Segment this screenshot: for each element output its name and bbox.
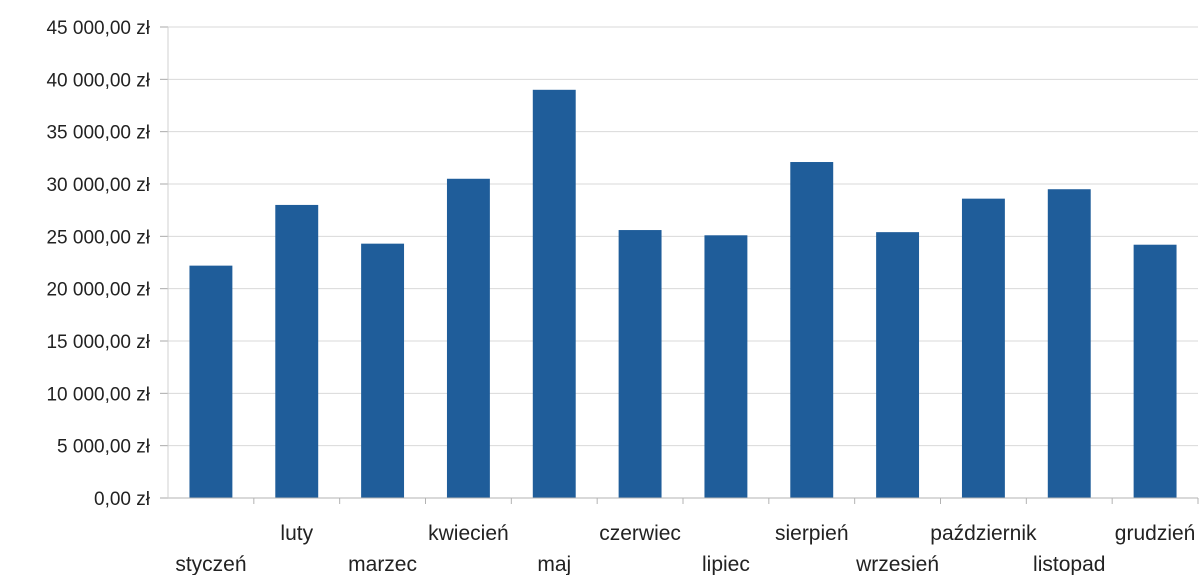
bar-sierpień (790, 162, 834, 498)
bar-czerwiec (618, 230, 662, 498)
y-tick-label: 45 000,00 zł (46, 18, 150, 39)
category-label: czerwiec (599, 522, 681, 545)
y-tick-label: 15 000,00 zł (46, 332, 150, 353)
category-label: marzec (348, 553, 417, 575)
bar-styczeń (189, 265, 233, 498)
bar-luty (275, 204, 319, 498)
category-label: grudzień (1115, 522, 1196, 545)
category-label: maj (537, 553, 571, 575)
category-label: lipiec (702, 553, 750, 575)
y-tick-label: 35 000,00 zł (46, 123, 150, 144)
bar-listopad (1047, 189, 1091, 498)
y-tick-label: 40 000,00 zł (46, 70, 150, 91)
bar-maj (532, 89, 576, 499)
y-tick-label: 20 000,00 zł (46, 280, 150, 301)
bar-kwiecień (446, 178, 490, 498)
category-label: wrzesień (855, 553, 939, 575)
y-tick-label: 10 000,00 zł (46, 384, 150, 405)
category-label: styczeń (175, 553, 246, 575)
category-label: październik (930, 522, 1037, 545)
category-label: luty (280, 522, 313, 545)
bar-wrzesień (876, 232, 920, 498)
x-axis-category-labels: styczeń luty marzec kwiecień maj czerwiec lipi… (175, 522, 1195, 575)
y-tick-label: 25 000,00 zł (46, 227, 150, 248)
category-label: listopad (1033, 553, 1105, 575)
y-tick-label: 5 000,00 zł (57, 437, 151, 458)
category-label: sierpień (775, 522, 849, 545)
bar-marzec (361, 243, 405, 498)
bar-październik (961, 198, 1005, 499)
bar-grudzień (1133, 244, 1177, 498)
category-label: kwiecień (428, 522, 509, 545)
y-axis-tick-labels: 0,00 zł 5 000,00 zł 10 000,00 zł 15 000,00 … (46, 18, 150, 510)
bar-series (189, 89, 1177, 499)
axes (160, 26, 1199, 504)
y-tick-label: 30 000,00 zł (46, 175, 150, 196)
y-tick-label: 0,00 zł (94, 489, 151, 510)
grid-lines (168, 26, 1198, 447)
bar-lipiec (704, 235, 748, 498)
